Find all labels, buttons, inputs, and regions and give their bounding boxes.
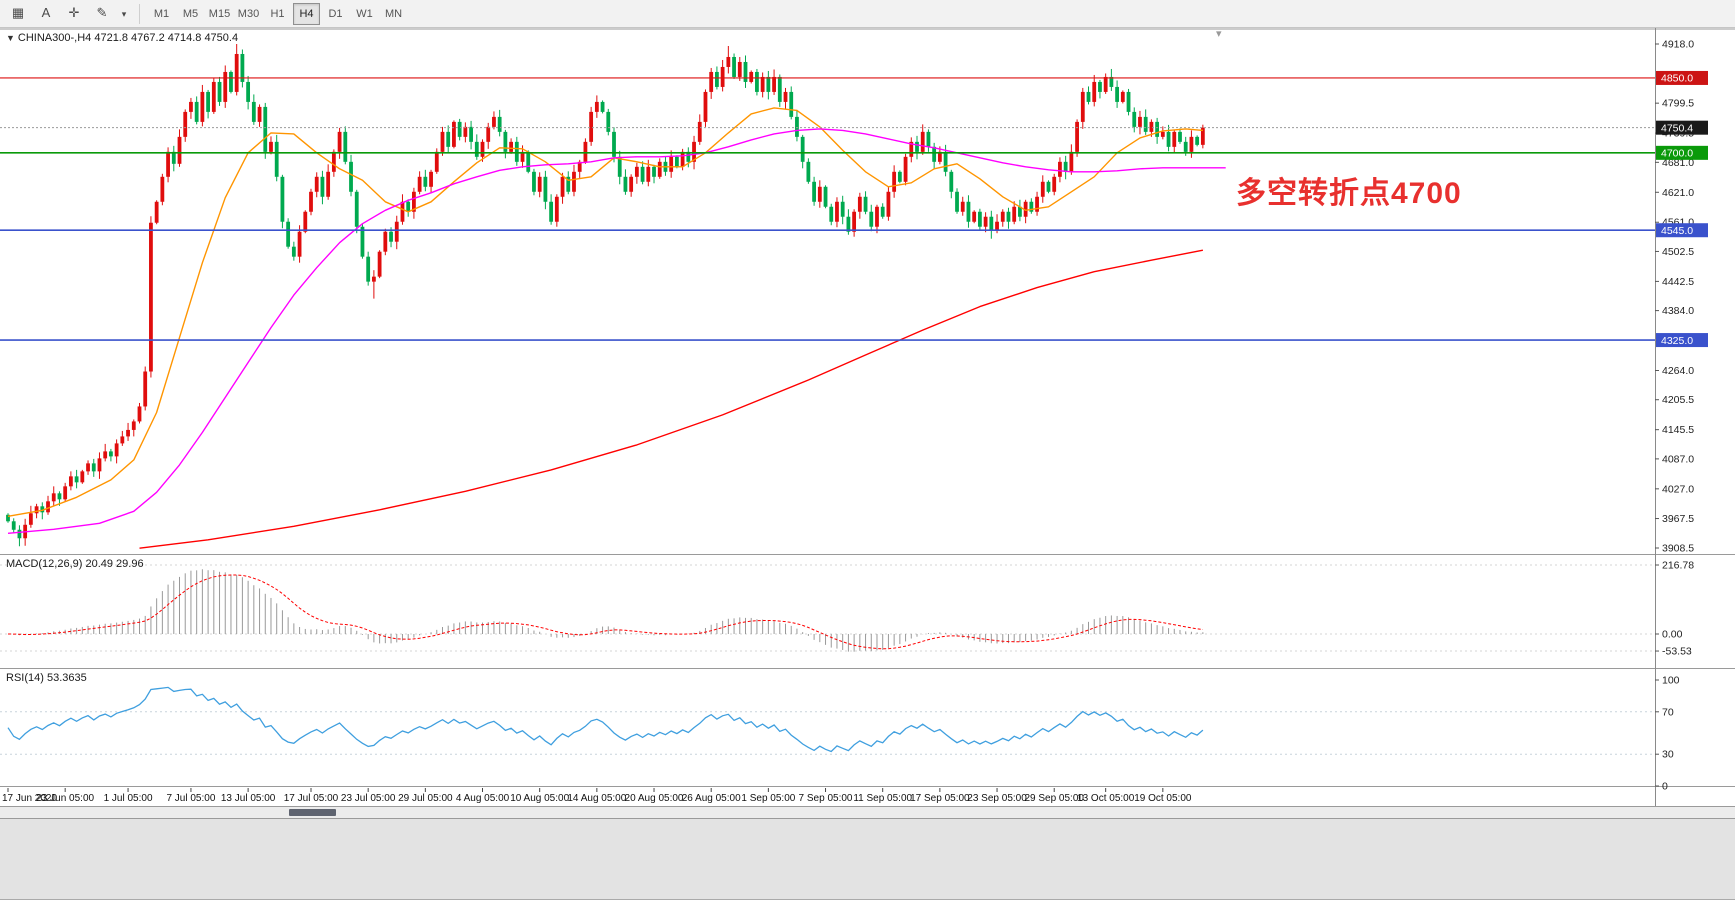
svg-text:0: 0 [1662,781,1668,793]
svg-text:11 Sep 05:00: 11 Sep 05:00 [853,793,912,804]
svg-text:216.78: 216.78 [1662,559,1694,571]
svg-text:100: 100 [1662,675,1680,687]
toolbar-separator [139,3,140,24]
svg-text:26 Aug 05:00: 26 Aug 05:00 [682,793,741,804]
svg-text:17 Jul 05:00: 17 Jul 05:00 [284,793,339,804]
panel-backgrounds [0,28,1735,899]
tf-h4-button[interactable]: H4 [293,2,320,25]
tf-mn-button[interactable]: MN [384,7,403,20]
svg-text:10 Aug 05:00: 10 Aug 05:00 [510,793,569,804]
chart-canvas[interactable]: 4918.04799.54739.54681.04621.04561.04502… [0,28,1735,899]
tf-w1-button[interactable]: W1 [356,7,373,20]
price-axis: 4918.04799.54739.54681.04621.04561.04502… [1655,39,1694,793]
tf-m1-button[interactable]: M1 [153,7,170,20]
svg-text:23 Sep 05:00: 23 Sep 05:00 [967,793,1027,804]
svg-text:4442.5: 4442.5 [1662,276,1694,288]
svg-text:4799.5: 4799.5 [1662,98,1694,110]
svg-text:29 Jul 05:00: 29 Jul 05:00 [398,793,453,804]
svg-text:4027.0: 4027.0 [1662,483,1694,495]
timeframe-buttons: M1 M5 M15 M30 H1 H4 D1 W1 MN [147,2,408,25]
svg-text:4545.0: 4545.0 [1661,225,1693,237]
svg-text:4502.5: 4502.5 [1662,246,1694,258]
macd-indicator-label: MACD(12,26,9) 20.49 29.96 [6,558,144,570]
toolbar: ▦ A ✛ ✎ ▾ M1 M5 M15 M30 H1 H4 D1 W1 MN [0,0,1735,28]
tf-m15-button[interactable]: M15 [208,7,231,20]
tf-m5-button[interactable]: M5 [182,7,199,20]
svg-text:4850.0: 4850.0 [1661,73,1693,85]
svg-text:4145.5: 4145.5 [1662,424,1694,436]
svg-text:1 Sep 05:00: 1 Sep 05:00 [741,793,795,804]
rsi-indicator-label: RSI(14) 53.3635 [6,672,87,684]
svg-text:7 Sep 05:00: 7 Sep 05:00 [799,793,853,804]
svg-text:23 Jul 05:00: 23 Jul 05:00 [341,793,396,804]
svg-text:23 Jun 05:00: 23 Jun 05:00 [36,793,94,804]
svg-text:4087.0: 4087.0 [1662,453,1694,465]
rsi-panel [0,686,1655,755]
tf-h1-button[interactable]: H1 [270,7,285,20]
svg-text:4918.0: 4918.0 [1662,39,1694,51]
svg-text:4 Aug 05:00: 4 Aug 05:00 [456,793,510,804]
drawing-tools-icon[interactable]: ✎ [96,5,108,20]
svg-text:4264.0: 4264.0 [1662,365,1694,377]
svg-text:20 Aug 05:00: 20 Aug 05:00 [625,793,684,804]
horizontal-level-lines [0,77,1655,341]
svg-text:4750.4: 4750.4 [1661,122,1693,134]
chart-title-text: CHINA300-,H4 4721.8 4767.2 4714.8 4750.4 [17,32,239,44]
svg-text:4205.5: 4205.5 [1662,394,1694,406]
tf-d1-button[interactable]: D1 [328,7,343,20]
tools-dropdown-caret[interactable]: ▾ [121,9,127,19]
svg-text:17 Sep 05:00: 17 Sep 05:00 [910,793,970,804]
svg-text:4621.0: 4621.0 [1662,187,1694,199]
chart-annotation: 多空转折点4700 [1236,177,1462,210]
svg-text:70: 70 [1662,706,1674,718]
panel-borders [0,28,1735,819]
svg-text:17 Jun 2020: 17 Jun 2020 [2,793,57,804]
svg-text:30: 30 [1662,749,1674,761]
svg-text:13 Oct 05:00: 13 Oct 05:00 [1077,793,1135,804]
macd-panel [0,564,1655,652]
svg-text:3908.5: 3908.5 [1662,543,1694,555]
svg-text:7 Jul 05:00: 7 Jul 05:00 [166,793,215,804]
svg-text:14 Aug 05:00: 14 Aug 05:00 [567,793,626,804]
svg-text:13 Jul 05:00: 13 Jul 05:00 [221,793,276,804]
cursor-tool-icon[interactable]: A [41,5,51,20]
svg-text:1 Jul 05:00: 1 Jul 05:00 [104,793,153,804]
svg-text:4700.0: 4700.0 [1661,148,1693,160]
tf-m30-button[interactable]: M30 [237,7,260,20]
svg-text:4325.0: 4325.0 [1661,335,1693,347]
svg-text:4384.0: 4384.0 [1662,305,1694,317]
svg-text:-53.53: -53.53 [1662,646,1692,658]
candlestick-series [6,44,1205,547]
ma-slow-line [139,249,1204,549]
chart-title: ▼ CHINA300-,H4 4721.8 4767.2 4714.8 4750.… [6,32,238,44]
chart-context-caret: ▼ [6,33,15,43]
svg-text:3967.5: 3967.5 [1662,513,1694,525]
svg-text:19 Oct 05:00: 19 Oct 05:00 [1134,793,1192,804]
price-badges: 4850.0 4750.4 4700.0 4545.0 4325.0 [1656,70,1708,348]
toolbar-icons: ▦ A ✛ ✎ ▾ [4,1,132,27]
ma-fast-line [7,107,1203,517]
svg-text:29 Sep 05:00: 29 Sep 05:00 [1024,793,1084,804]
h-scrollbar-thumb[interactable] [289,809,336,816]
crosshair-tool-icon[interactable]: ✛ [68,5,80,20]
chart-window-icon[interactable]: ▦ [11,5,25,20]
shift-end-marker[interactable]: ▾ [1216,28,1222,40]
svg-text:0.00: 0.00 [1662,629,1683,641]
ma-mid-line [7,128,1226,534]
